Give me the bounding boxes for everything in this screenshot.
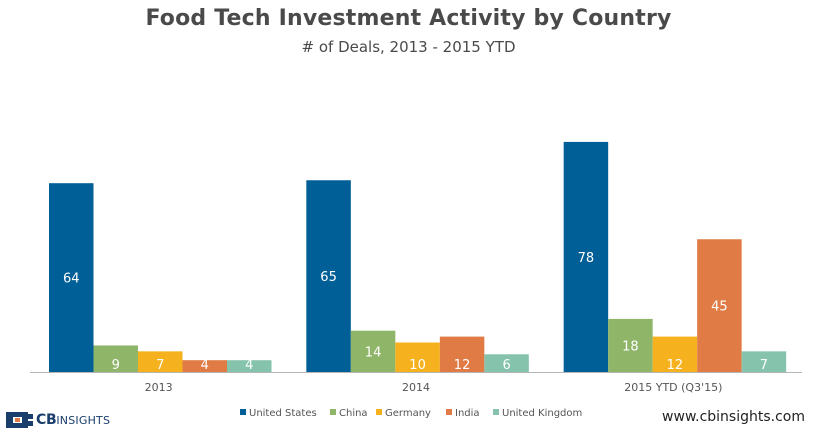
data-label-united-states-2014: 65 [320,270,337,285]
data-label-india-2013: 4 [201,358,209,373]
data-label-china-2013: 9 [112,358,120,373]
data-label-united-kingdom-2015-ytd-q3-15: 7 [760,358,768,373]
legend-swatch-united-kingdom [493,409,499,415]
bar-united-states-2014 [306,180,351,372]
website-link[interactable]: www.cbinsights.com [662,409,805,425]
data-label-india-2014: 12 [454,358,471,373]
bar-united-states-2015-ytd-q3-15 [563,141,609,372]
data-label-china-2014: 14 [365,345,382,360]
bar-united-kingdom-2015-ytd-q3-15 [741,351,787,372]
x-tick-label-2015-ytd-q3-15: 2015 YTD (Q3'15) [624,381,722,394]
legend-label-germany: Germany [385,408,431,419]
legend-label-india: India [455,408,480,419]
legend-label-china: China [339,408,368,419]
x-tick-label-2014: 2014 [402,381,430,394]
x-tick-label-2013: 2013 [145,381,173,394]
data-label-united-states-2015-ytd-q3-15: 78 [578,251,595,266]
brand-name: CBINSIGHTS [36,412,110,428]
bar-germany-2015-ytd-q3-15 [652,336,698,372]
bar-china-2014 [350,330,396,372]
brand-logo: CBINSIGHTS [6,409,110,431]
legend-swatch-china [330,409,336,415]
legend-swatch-india [446,409,452,415]
data-label-united-kingdom-2013: 4 [245,358,253,373]
bar-india-2013 [182,360,227,372]
bar-china-2015-ytd-q3-15 [608,318,653,372]
bar-germany-2014 [395,342,440,372]
bar-united-states-2013 [49,183,94,372]
chart-subtitle: # of Deals, 2013 - 2015 YTD [301,38,516,56]
bar-germany-2013 [138,351,183,372]
cb-insights-logo-icon [6,410,34,430]
data-label-germany-2013: 7 [156,358,164,373]
bar-india-2015-ytd-q3-15 [697,239,742,372]
legend-swatch-united-states [240,409,246,415]
data-label-united-states-2013: 64 [63,272,80,287]
legend-label-united-kingdom: United Kingdom [502,408,582,419]
brand-name-bold: CB [36,412,57,428]
brand-name-light: INSIGHTS [56,414,111,427]
bar-united-kingdom-2013 [227,360,272,372]
bar-china-2013 [93,345,138,372]
data-label-germany-2015-ytd-q3-15: 12 [667,358,684,373]
chart-title: Food Tech Investment Activity by Country [145,6,672,31]
data-label-united-kingdom-2014: 6 [502,358,510,373]
data-label-india-2015-ytd-q3-15: 45 [711,300,728,315]
bar-india-2014 [439,336,485,372]
legend-label-united-states: United States [249,408,317,419]
data-label-china-2015-ytd-q3-15: 18 [622,339,639,354]
data-label-germany-2014: 10 [409,358,426,373]
bar-united-kingdom-2014 [484,354,529,372]
legend-swatch-germany [376,409,382,415]
